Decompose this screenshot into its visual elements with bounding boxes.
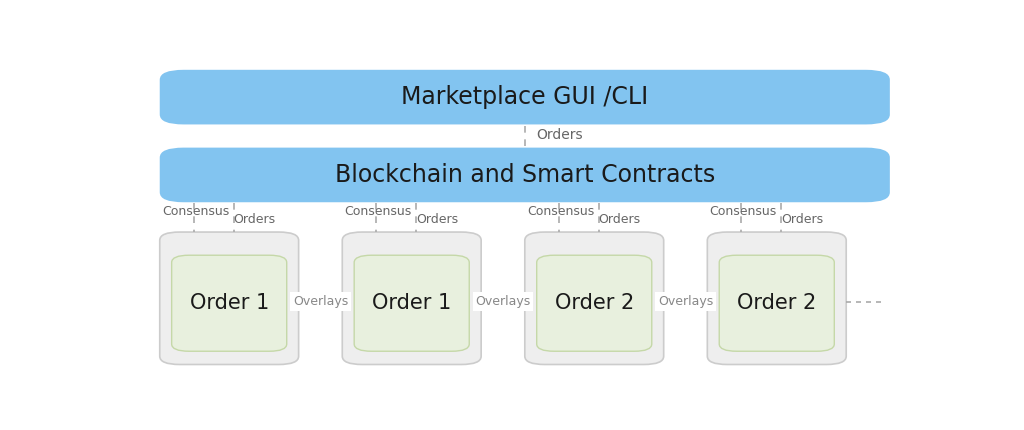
FancyBboxPatch shape (524, 232, 664, 365)
Text: Marketplace GUI /CLI: Marketplace GUI /CLI (401, 85, 648, 109)
Text: Consensus: Consensus (710, 205, 777, 218)
FancyBboxPatch shape (342, 232, 481, 365)
Text: Orders: Orders (416, 213, 458, 226)
FancyBboxPatch shape (172, 255, 287, 351)
Text: Order 1: Order 1 (189, 293, 269, 313)
FancyBboxPatch shape (708, 232, 846, 365)
Text: Order 1: Order 1 (372, 293, 452, 313)
Text: Consensus: Consensus (345, 205, 412, 218)
Text: Orders: Orders (599, 213, 641, 226)
FancyBboxPatch shape (160, 70, 890, 124)
FancyBboxPatch shape (160, 232, 299, 365)
FancyBboxPatch shape (160, 147, 890, 202)
Text: Overlays: Overlays (293, 295, 348, 308)
Text: Order 2: Order 2 (555, 293, 634, 313)
Text: Orders: Orders (537, 128, 584, 142)
Text: Consensus: Consensus (527, 205, 594, 218)
Text: Blockchain and Smart Contracts: Blockchain and Smart Contracts (335, 163, 715, 187)
Text: Orders: Orders (233, 213, 275, 226)
Text: Order 2: Order 2 (737, 293, 816, 313)
Text: Overlays: Overlays (475, 295, 530, 308)
Text: Orders: Orders (781, 213, 823, 226)
Text: Overlays: Overlays (657, 295, 713, 308)
FancyBboxPatch shape (354, 255, 469, 351)
FancyBboxPatch shape (719, 255, 835, 351)
FancyBboxPatch shape (537, 255, 652, 351)
Text: Consensus: Consensus (162, 205, 229, 218)
